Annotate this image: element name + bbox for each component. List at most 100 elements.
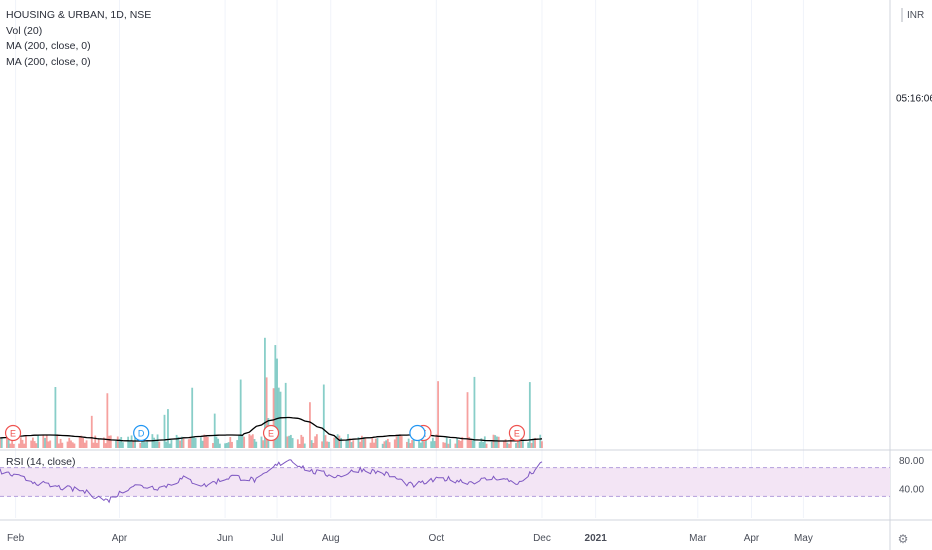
volume-bar (179, 440, 181, 448)
volume-bar (276, 358, 278, 448)
event-marker-dividend-behind (409, 424, 426, 442)
volume-bar (393, 439, 396, 448)
volume-bar (412, 436, 415, 448)
volume-bar (336, 434, 339, 448)
volume-bar (163, 414, 166, 448)
volume-bar (310, 440, 313, 448)
volume-bar (108, 435, 110, 448)
volume-bar (407, 438, 410, 448)
volume-bar (321, 441, 323, 448)
settings-gear-icon[interactable]: ⚙ (898, 532, 909, 546)
volume-bar (80, 435, 83, 448)
event-marker: E (4, 424, 22, 442)
volume-bar (471, 440, 474, 448)
volume-bar (165, 441, 168, 448)
volume-bar (90, 415, 93, 448)
volume-bar (120, 436, 123, 448)
volume-bar (265, 377, 268, 448)
volume-bar (506, 442, 509, 448)
volume-bar (530, 442, 533, 448)
rsi-tick-label: 80.00 (899, 456, 924, 467)
volume-bar (303, 443, 306, 448)
volume-bar (71, 442, 74, 448)
volume-bar (0, 437, 3, 448)
volume-bar (431, 437, 434, 448)
volume-bar (35, 443, 38, 448)
volume-bar (253, 439, 256, 448)
volume-bar (106, 393, 109, 448)
time-tick-label: Jun (217, 533, 233, 544)
volume-bar (189, 436, 192, 448)
volume-bar (153, 437, 156, 448)
volume-bar (18, 443, 20, 448)
volume-bar (300, 434, 303, 448)
volume-bar (494, 435, 497, 448)
event-marker: E (262, 424, 280, 442)
volume-bar (250, 435, 252, 448)
event-marker-letter: E (514, 429, 520, 439)
volume-bar (340, 437, 343, 448)
volume-bar (182, 438, 185, 448)
volume-bar (255, 441, 258, 448)
volume-bar (357, 437, 360, 448)
volume-bar (139, 443, 142, 448)
volume-bar (534, 437, 536, 448)
volume-bar (215, 436, 218, 448)
volume-bar (485, 443, 488, 448)
volume-bar (115, 440, 117, 448)
price-tag-box (892, 91, 932, 105)
volume-bar (243, 436, 246, 448)
volume-bar (144, 442, 147, 448)
volume-bar (347, 434, 349, 448)
volume-bar (541, 441, 543, 448)
volume-bar (11, 434, 14, 448)
volume-bar (482, 441, 484, 448)
rsi-legend[interactable]: RSI (14, close) (6, 456, 76, 468)
volume-bar (480, 438, 483, 448)
volume-bar (352, 440, 355, 448)
volume-bar (515, 443, 517, 448)
volume-bar (262, 440, 265, 448)
time-tick-label: Jul (271, 533, 284, 544)
volume-bar (522, 440, 524, 448)
volume-bar (212, 443, 214, 448)
rsi-tick-label: 40.00 (899, 485, 924, 496)
event-marker-letter: E (10, 429, 16, 439)
volume-bar (59, 438, 62, 448)
volume-bar (289, 434, 292, 448)
volume-bar (37, 434, 39, 448)
volume-bar (260, 436, 263, 448)
volume-bar (241, 435, 244, 448)
volume-bar (227, 442, 230, 448)
volume-bar (191, 387, 194, 448)
volume-bar (508, 443, 510, 448)
volume-bar (502, 440, 505, 448)
volume-bar (470, 440, 472, 448)
volume-bar (170, 439, 173, 448)
volume-bar (94, 435, 97, 448)
volume-bar (456, 438, 459, 448)
volume-bar (419, 442, 422, 448)
volume-bar (206, 436, 209, 448)
volume-bar (30, 440, 33, 448)
volume-bar (528, 382, 531, 448)
volume-bar (291, 438, 294, 448)
volume-bar (156, 434, 159, 448)
volume-bar (468, 436, 471, 448)
volume-bar (406, 441, 408, 448)
volume-bar (457, 440, 460, 448)
volume-bar (454, 443, 457, 448)
volume-bar (104, 443, 107, 448)
volume-bar (373, 442, 375, 448)
volume-bar (201, 440, 204, 448)
event-marker-circle (262, 424, 280, 442)
volume-bar (225, 442, 228, 448)
volume-bar (315, 434, 318, 448)
volume-bar (459, 440, 462, 448)
volume-bar (350, 442, 353, 448)
volume-bar (217, 438, 220, 448)
volume-bar (44, 437, 46, 448)
